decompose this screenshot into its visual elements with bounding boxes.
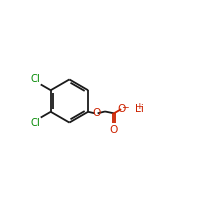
Text: +: + [135,102,143,111]
Text: Cl: Cl [30,74,40,84]
Text: O: O [110,125,118,135]
Text: O: O [118,104,126,114]
Text: −: − [121,102,128,111]
Text: Li: Li [135,104,144,114]
Text: O: O [92,108,100,118]
Text: Cl: Cl [30,118,40,128]
